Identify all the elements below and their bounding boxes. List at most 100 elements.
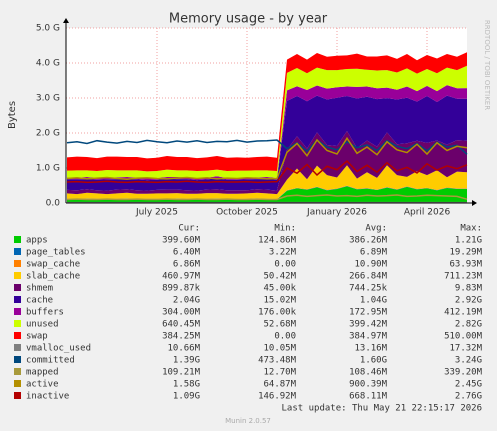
legend-stat: 19.29M — [449, 248, 482, 258]
legend-swatch — [14, 272, 21, 279]
legend: Cur: Min: Avg: Max: apps 399.60M 124.86M 386.26… — [14, 224, 483, 402]
legend-stat: 45.00k — [263, 284, 296, 294]
legend-stat: 3.22M — [269, 248, 297, 258]
legend-stat: 10.66M — [167, 344, 200, 354]
legend-stat: 1.39G — [173, 356, 200, 366]
line — [66, 136, 468, 180]
legend-stat: 384.97M — [349, 332, 388, 342]
line — [66, 194, 468, 201]
legend-stat: 1.09G — [173, 392, 200, 402]
legend-swatch — [14, 392, 21, 399]
legend-swatch — [14, 344, 21, 351]
y-tick-label: 2.0 G — [36, 129, 60, 139]
legend-stat: 10.05M — [263, 344, 296, 354]
legend-label: unused — [26, 320, 59, 330]
legend-stat: 15.02M — [263, 296, 296, 306]
legend-swatch — [14, 260, 21, 267]
legend-stat: 399.42M — [349, 320, 388, 330]
legend-stat: 12.70M — [263, 368, 296, 378]
legend-stat: 339.20M — [444, 368, 483, 378]
legend-swatch — [14, 380, 21, 387]
y-axis-arrow — [63, 18, 69, 23]
x-tick-label: July 2025 — [135, 208, 178, 218]
legend-stat: 6.40M — [173, 248, 201, 258]
area — [67, 85, 467, 181]
legend-stat: 6.89M — [360, 248, 388, 258]
legend-stat: 9.83M — [455, 284, 483, 294]
legend-stat: 640.45M — [162, 320, 201, 330]
y-axis-label: Bytes — [7, 101, 18, 129]
legend-swatch — [14, 248, 21, 255]
legend-stat: 0.00 — [274, 332, 296, 342]
legend-stat: 2.45G — [455, 380, 482, 390]
legend-label: apps — [26, 236, 48, 246]
legend-stat: 50.42M — [263, 272, 296, 282]
legend-label: committed — [26, 356, 75, 366]
legend-stat: 109.21M — [162, 368, 201, 378]
legend-stat: 52.68M — [263, 320, 296, 330]
legend-stat: 6.86M — [173, 260, 201, 270]
y-tick-label: 5.0 G — [36, 24, 60, 34]
area — [67, 186, 467, 203]
x-tick-label: October 2025 — [216, 208, 278, 218]
legend-stat: 1.21G — [455, 236, 482, 246]
legend-stat: 386.26M — [349, 236, 388, 246]
legend-swatch — [14, 368, 21, 375]
legend-label: slab_cache — [26, 272, 80, 282]
footer: Munin 2.0.57 — [225, 417, 271, 425]
y-tick-label: 3.0 G — [36, 94, 60, 104]
y-tick-label: 1.0 G — [36, 164, 60, 174]
legend-stat: 2.76G — [455, 392, 482, 402]
legend-swatch — [14, 296, 21, 303]
legend-stat: 900.39M — [349, 380, 388, 390]
area — [67, 95, 467, 191]
legend-stat: 384.25M — [162, 332, 201, 342]
legend-stat: 10.90M — [354, 260, 387, 270]
legend-stat: 124.86M — [258, 236, 297, 246]
legend-stat: 146.92M — [258, 392, 297, 402]
legend-stat: 3.24G — [455, 356, 482, 366]
legend-stat: 13.16M — [354, 344, 387, 354]
legend-stat: 2.92G — [455, 296, 482, 306]
line — [66, 159, 468, 184]
legend-label: shmem — [26, 284, 53, 294]
line — [66, 139, 468, 155]
legend-stat: 1.60G — [360, 356, 387, 366]
area — [67, 65, 467, 179]
legend-stat: 1.04G — [360, 296, 387, 306]
legend-swatch — [14, 284, 21, 291]
legend-stat: 399.60M — [162, 236, 201, 246]
axes: 0.0 1.0 G 2.0 G 3.0 G 4.0 G 5.0 G July 2025 Oct… — [36, 18, 477, 218]
chart-title: Memory usage - by year — [169, 12, 328, 27]
legend-label: swap_cache — [26, 260, 80, 270]
legend-swatch — [14, 320, 21, 327]
legend-swatch — [14, 308, 21, 315]
legend-stat: 17.32M — [449, 344, 482, 354]
legend-stat: 473.48M — [258, 356, 297, 366]
legend-label: swap — [26, 332, 48, 342]
legend-label: inactive — [26, 392, 69, 402]
legend-stat: 176.00k — [258, 308, 297, 318]
legend-label: mapped — [26, 368, 59, 378]
area — [67, 52, 467, 172]
legend-stat: 172.95M — [349, 308, 388, 318]
legend-header: Min: — [274, 224, 296, 234]
last-update: Last update: Thu May 21 22:15:17 2026 — [282, 404, 482, 414]
legend-swatch — [14, 332, 21, 339]
legend-stat: 63.93M — [449, 260, 482, 270]
y-tick-label: 4.0 G — [36, 59, 60, 69]
legend-header: Cur: — [178, 224, 200, 234]
legend-header: Avg: — [365, 224, 387, 234]
x-tick-label: January 2026 — [306, 208, 367, 218]
watermark: RRDTOOL / TOBI OETIKER — [483, 20, 491, 110]
legend-label: cache — [26, 296, 53, 306]
legend-stat: 711.23M — [444, 272, 483, 282]
legend-label: buffers — [26, 308, 64, 318]
legend-stat: 266.84M — [349, 272, 388, 282]
legend-stat: 2.04G — [173, 296, 200, 306]
legend-label: page_tables — [26, 248, 86, 258]
legend-stat: 0.00 — [274, 260, 296, 270]
y-tick-label: 0.0 — [46, 199, 61, 209]
legend-stat: 412.19M — [444, 308, 483, 318]
